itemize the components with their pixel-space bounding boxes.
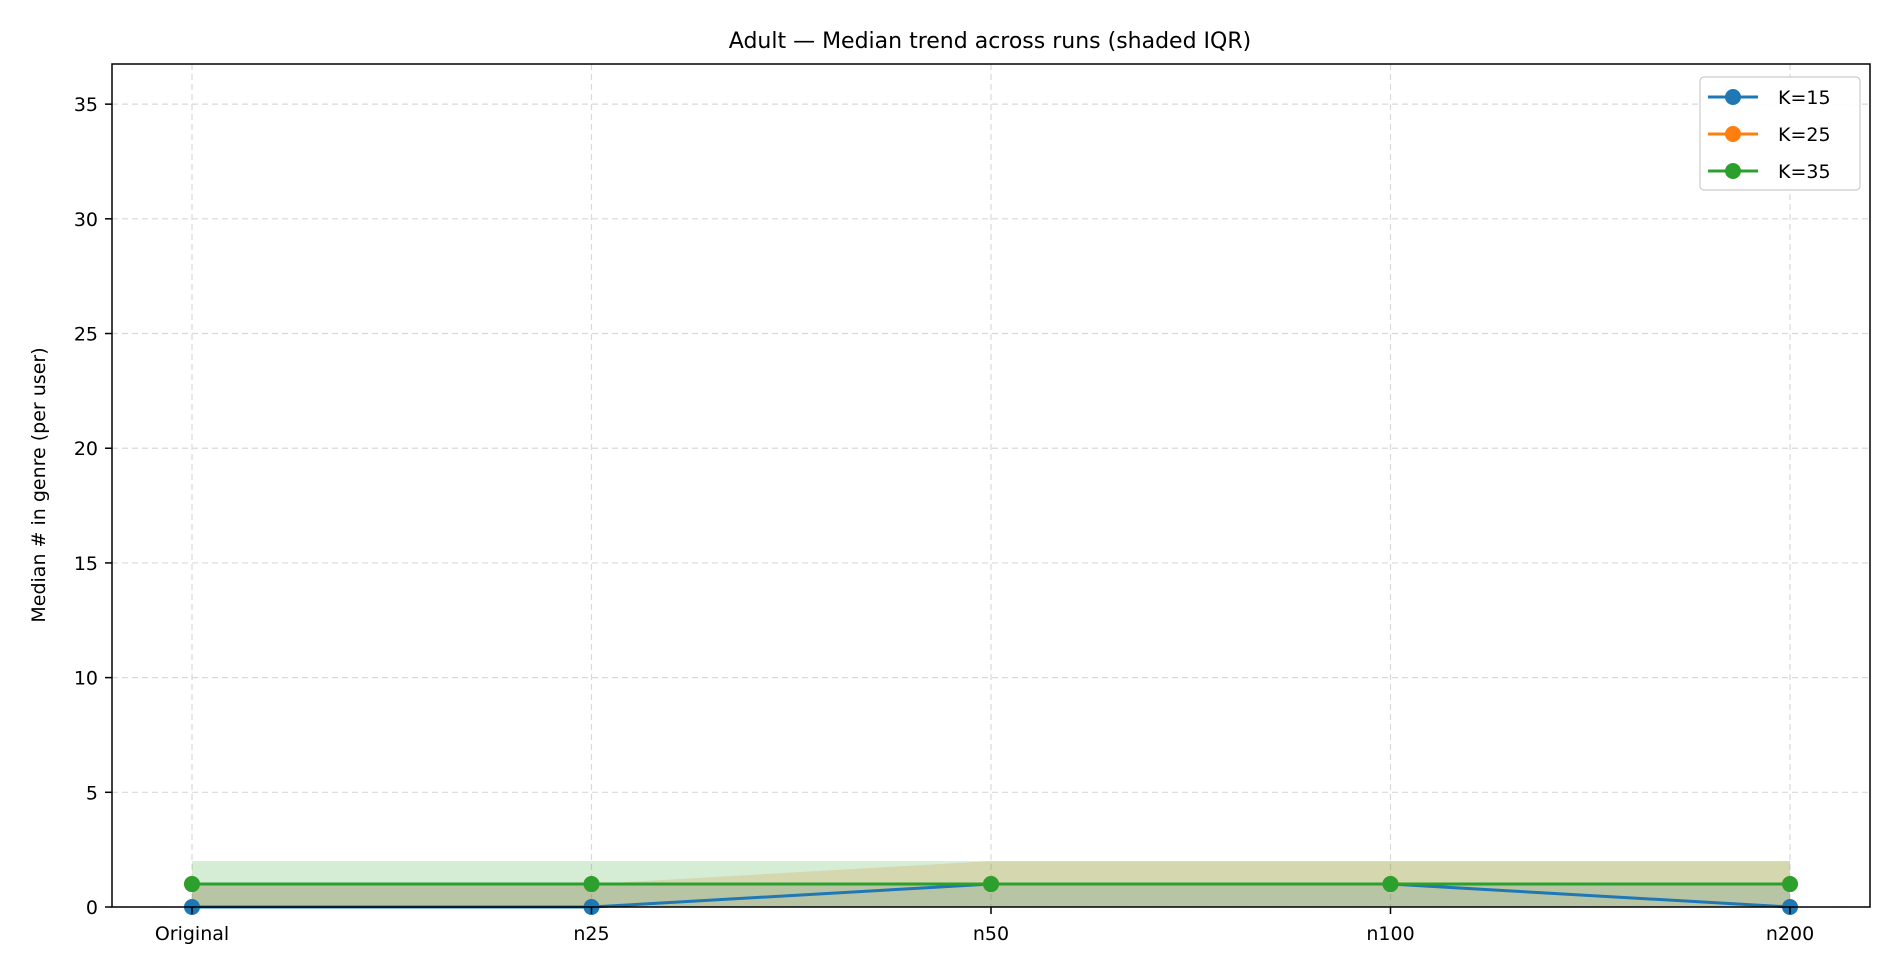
x-tick-label: Original (155, 923, 229, 945)
y-tick-label: 35 (74, 94, 98, 116)
y-tick-label: 25 (74, 324, 98, 346)
y-tick-label: 20 (74, 438, 98, 460)
y-axis: 0 5 10 15 20 25 30 35 (74, 94, 112, 919)
grid (112, 64, 1870, 908)
x-tick-label: n100 (1366, 923, 1414, 945)
legend: K=15 K=25 K=35 (1699, 76, 1861, 191)
data-point-k35 (583, 876, 600, 893)
y-tick-label: 15 (74, 553, 98, 575)
legend-label-k15: K=15 (1778, 87, 1831, 109)
x-axis: Original n25 n50 n100 n200 (155, 907, 1814, 945)
y-axis-label: Median # in genre (per user) (28, 347, 50, 622)
series-points (184, 876, 1798, 915)
y-tick-label: 0 (86, 897, 98, 919)
data-point-k35 (983, 876, 999, 893)
y-tick-label: 10 (74, 668, 98, 690)
legend-marker-k35 (1725, 163, 1741, 179)
legend-marker-k15 (1725, 89, 1741, 105)
data-point-k35 (1382, 876, 1399, 893)
chart-title: Adult — Median trend across runs (shaded… (729, 29, 1251, 54)
legend-box (1699, 76, 1861, 191)
y-tick-label: 5 (86, 782, 98, 804)
x-tick-label: n200 (1766, 923, 1814, 945)
data-point-k35 (1782, 876, 1798, 893)
x-tick-label: n25 (573, 923, 609, 945)
legend-label-k35: K=35 (1778, 161, 1831, 183)
legend-label-k25: K=25 (1778, 124, 1831, 146)
legend-marker-k25 (1725, 126, 1741, 142)
x-tick-label: n50 (973, 923, 1009, 945)
y-tick-label: 30 (74, 209, 98, 231)
data-point-k35 (184, 876, 200, 893)
